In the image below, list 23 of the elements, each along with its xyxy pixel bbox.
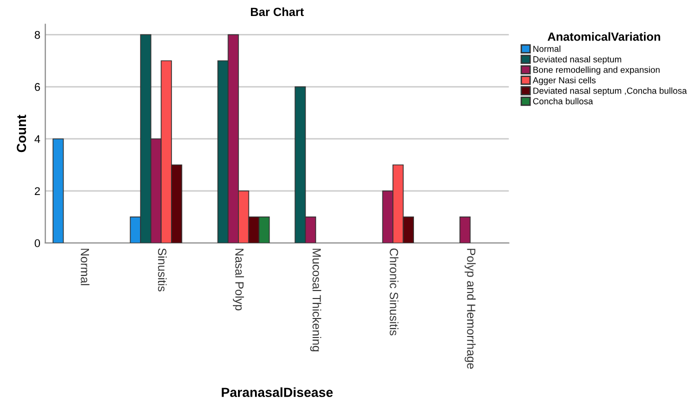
bar: [52, 138, 64, 243]
y-tick-label: 6: [34, 83, 40, 91]
x-tick-label: Mucosal Thickening: [310, 248, 322, 352]
x-tick-label: Normal: [80, 248, 90, 286]
bar: [459, 216, 471, 243]
legend-label: Concha bullosa: [533, 98, 594, 104]
legend-label: Agger Nasi cells: [532, 76, 596, 86]
chart-title: Bar Chart: [250, 7, 304, 16]
y-tick-label: 4: [34, 135, 40, 143]
y-tick-label: 0: [34, 239, 40, 248]
legend-label: Bone remodelling and expansion: [533, 66, 660, 75]
x-axis-title: ParanasalDisease: [222, 387, 333, 398]
legend-title: AnatomicalVariation: [548, 32, 660, 41]
y-tick-label: 8: [34, 30, 40, 39]
legend-label: Deviated nasal septum ,Concha bullosa: [533, 87, 687, 96]
y-tick-label: 2: [34, 187, 40, 195]
legend-label: Normal: [533, 46, 560, 52]
x-tick-label: Sinusitis: [158, 248, 167, 292]
x-tick-label: Polyp and Hemorrhage: [464, 248, 476, 369]
legend-label: Deviated nasal septum: [533, 56, 622, 64]
x-tick-label: Chronic Sinusitis: [390, 248, 398, 336]
x-tick-label: Nasal Polyp: [232, 248, 244, 310]
y-axis-title: Count: [16, 114, 26, 152]
